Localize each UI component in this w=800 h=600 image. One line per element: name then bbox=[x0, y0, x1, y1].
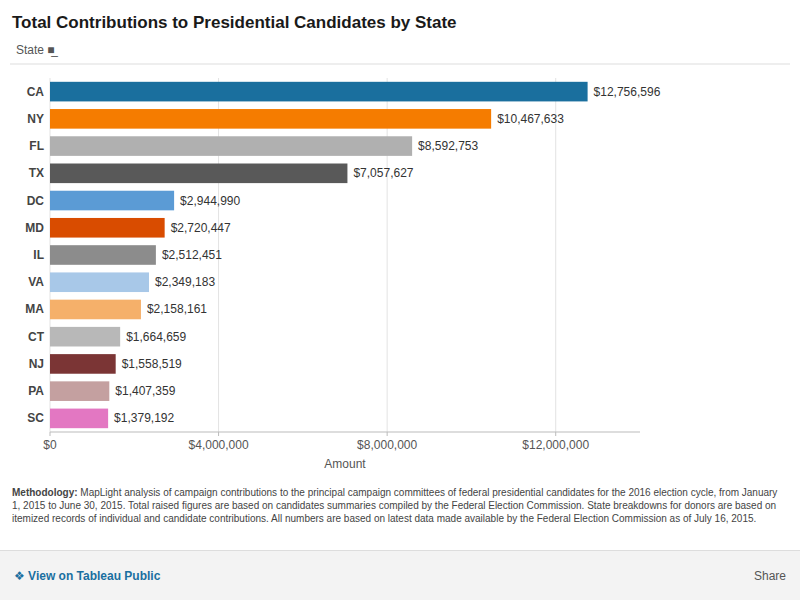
y-tick-labels: SC PA NJ CT MA VA IL MD DC TX FL NY CA bbox=[25, 85, 44, 426]
footnote: Methodology: MapLight analysis of campai… bbox=[12, 486, 788, 525]
data-label: $1,664,659 bbox=[126, 330, 186, 344]
data-label: $10,467,633 bbox=[497, 112, 564, 126]
bar bbox=[50, 272, 149, 292]
data-label: $2,944,990 bbox=[180, 194, 240, 208]
grid-line bbox=[387, 78, 388, 432]
bar bbox=[50, 164, 347, 184]
category-label: MD bbox=[25, 221, 44, 235]
data-labels: $1,379,192 $1,407,359 $1,558,519 $1,664,659… bbox=[114, 85, 661, 426]
grid-line bbox=[555, 78, 556, 432]
tick-label: $4,000,000 bbox=[189, 438, 249, 452]
category-label: CA bbox=[27, 85, 45, 99]
bar bbox=[50, 381, 109, 401]
page: Total Contributions to Presidential Cand… bbox=[0, 0, 800, 600]
tick-mark bbox=[387, 432, 388, 436]
bar bbox=[50, 191, 174, 211]
category-label: NY bbox=[27, 112, 44, 126]
title: Total Contributions to Presidential Cand… bbox=[12, 13, 457, 32]
bar bbox=[50, 82, 588, 102]
bar bbox=[50, 300, 141, 320]
data-label: $12,756,596 bbox=[594, 85, 661, 99]
footnote-text: MapLight analysis of campaign contributi… bbox=[12, 487, 777, 524]
data-label: $8,592,753 bbox=[418, 139, 478, 153]
tick-mark bbox=[555, 432, 556, 436]
category-label: TX bbox=[29, 166, 44, 180]
tick-mark bbox=[218, 432, 219, 436]
bar bbox=[50, 109, 491, 129]
data-label: $1,379,192 bbox=[114, 411, 174, 425]
x-grid bbox=[50, 78, 556, 432]
tableau-label: ❖ View on Tableau Public bbox=[14, 569, 160, 583]
category-label: SC bbox=[27, 411, 44, 425]
category-label: IL bbox=[33, 248, 44, 262]
tick-label: $12,000,000 bbox=[522, 438, 589, 452]
x-axis-line bbox=[50, 432, 640, 433]
category-label: DC bbox=[27, 194, 45, 208]
bars bbox=[50, 82, 588, 428]
bottom-bar: ❖ View on Tableau Public Share bbox=[0, 550, 800, 600]
data-label: $2,349,183 bbox=[155, 275, 215, 289]
tick-label: $8,000,000 bbox=[357, 438, 417, 452]
tick-mark bbox=[50, 432, 51, 436]
footnote-bold: Methodology: bbox=[12, 487, 78, 498]
bar bbox=[50, 327, 120, 347]
data-label: $2,512,451 bbox=[162, 248, 222, 262]
data-label: $7,057,627 bbox=[353, 166, 413, 180]
tick-label: $0 bbox=[43, 438, 57, 452]
x-ticks: $0 $4,000,000 $8,000,000 $12,000,000 bbox=[43, 432, 589, 452]
category-label: VA bbox=[28, 275, 44, 289]
separator bbox=[10, 64, 790, 65]
bar bbox=[50, 245, 156, 265]
x-axis-label: Amount bbox=[324, 457, 366, 471]
category-label: NJ bbox=[29, 357, 44, 371]
category-label: FL bbox=[29, 139, 44, 153]
category-label: PA bbox=[28, 384, 44, 398]
data-label: $1,407,359 bbox=[115, 384, 175, 398]
data-label: $2,720,447 bbox=[171, 221, 231, 235]
data-label: $2,158,161 bbox=[147, 302, 207, 316]
data-label: $1,558,519 bbox=[122, 357, 182, 371]
bar bbox=[50, 136, 412, 156]
share-label: Share bbox=[754, 569, 786, 583]
bar bbox=[50, 354, 116, 374]
filter-label: State ■̲ bbox=[16, 43, 59, 57]
category-label: CT bbox=[28, 330, 45, 344]
plot-area bbox=[50, 78, 640, 432]
bar bbox=[50, 218, 165, 238]
bar bbox=[50, 409, 108, 429]
category-label: MA bbox=[25, 302, 44, 316]
